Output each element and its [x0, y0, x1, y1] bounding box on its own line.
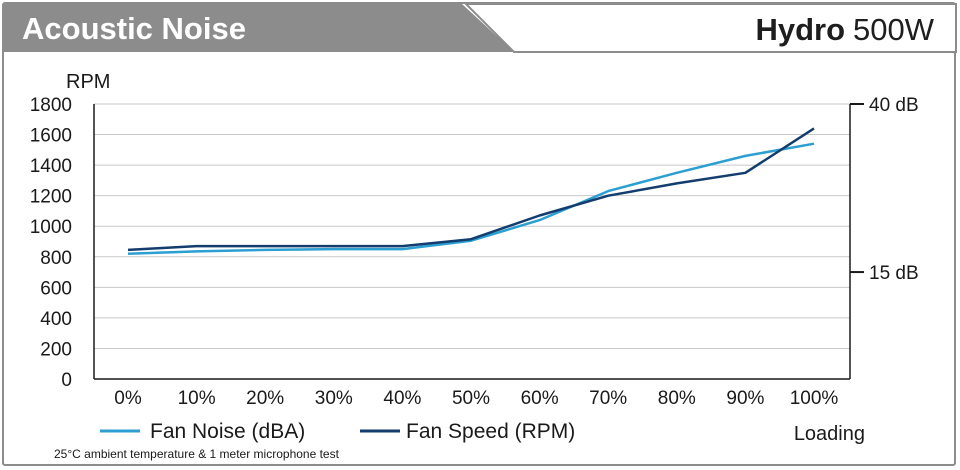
y-tick-label: 800 — [40, 248, 72, 269]
x-tick-label: 70% — [589, 388, 627, 409]
product-name-rest: 500W — [853, 12, 935, 47]
x-tick-label: 80% — [658, 388, 696, 409]
product-banner — [463, 3, 957, 53]
product-name-bold: Hydro — [755, 12, 845, 47]
y-tick-label: 1000 — [30, 217, 72, 238]
y-tick-label: 200 — [40, 339, 72, 360]
x-tick-label: 50% — [452, 388, 490, 409]
legend-label-fan-noise: Fan Noise (dBA) — [150, 420, 305, 443]
legend-label-fan-speed: Fan Speed (RPM) — [406, 420, 575, 443]
x-axis-label: Loading — [794, 423, 865, 445]
chart-title: Acoustic Noise — [22, 11, 246, 46]
y2-tick-label: 15 dB — [869, 263, 919, 284]
product-name: Hydro 500W — [755, 12, 934, 47]
x-tick-label: 60% — [521, 388, 559, 409]
grid-lines — [94, 103, 850, 349]
y-axis-label: RPM — [66, 71, 110, 93]
fan-noise-line — [127, 142, 815, 255]
title-banner — [4, 4, 514, 52]
fan-speed-line — [127, 127, 815, 252]
y-tick-label: 1200 — [30, 187, 72, 208]
series-lines — [127, 127, 815, 255]
y2-tick-label: 40 dB — [869, 95, 919, 116]
y-tick-labels: 0 200 400 600 800 1000 1200 1400 1600 1800 — [30, 95, 72, 391]
x-tick-label: 20% — [246, 388, 284, 409]
y-tick-label: 400 — [40, 309, 72, 330]
y-tick-label: 0 — [61, 370, 72, 391]
x-tick-label: 0% — [114, 388, 142, 409]
y2-tick-labels: 40 dB 15 dB — [850, 95, 919, 284]
x-tick-label: 100% — [790, 388, 839, 409]
y-tick-label: 1400 — [30, 156, 72, 177]
x-tick-label: 30% — [315, 388, 353, 409]
x-tick-labels: 0% 10% 20% 30% 40% 50% 60% 70% 80% 90% 100% — [114, 388, 838, 409]
y-tick-label: 1600 — [30, 126, 72, 147]
x-tick-label: 40% — [383, 388, 421, 409]
footnote: 25°C ambient temperature & 1 meter micro… — [54, 447, 340, 461]
y-tick-label: 600 — [40, 278, 72, 299]
x-tick-label: 90% — [726, 388, 764, 409]
x-tick-label: 10% — [178, 388, 216, 409]
y-tick-label: 1800 — [30, 95, 72, 116]
